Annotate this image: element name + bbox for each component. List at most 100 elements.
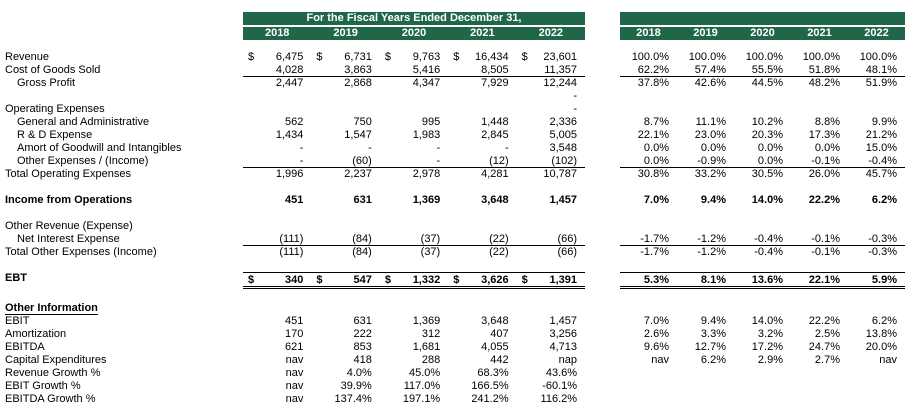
percent-cell-value: 0.0% — [757, 155, 783, 167]
percent-cell: 30.8% — [620, 168, 677, 181]
dollar-cell: 1,448 — [448, 116, 516, 129]
row-label-text: Gross Profit — [17, 77, 76, 89]
dollar-cell — [517, 259, 585, 272]
percent-cell: 33.2% — [677, 168, 734, 181]
percent-cell-value: 24.7% — [808, 341, 840, 353]
dollar-cell: nav — [243, 380, 311, 393]
percent-cell-value: 9.9% — [871, 116, 897, 128]
percent-cell — [620, 302, 677, 315]
dollar-cell: $16,434 — [448, 51, 516, 64]
dollar-cell-value: 4,028 — [275, 64, 304, 76]
dollar-cell: -60.1% — [517, 380, 585, 393]
table-row: EBIT Growth % nav 39.9% 117.0% 166.5% -60.1% — [0, 380, 911, 393]
dollar-cell-value: (22) — [489, 246, 509, 258]
dollar-cell: 1,369 — [380, 194, 448, 207]
percent-cell-value: 9.4% — [700, 194, 726, 206]
table-row — [0, 207, 911, 220]
dollar-cell-value: nav — [285, 367, 304, 379]
table-row: R & D Expense 1,434 1,547 1,983 2,845 5,005 22… — [0, 129, 911, 142]
row-label: Total Operating Expenses — [0, 168, 243, 181]
percent-block: 37.8% 42.6% 44.5% 48.2% 51.9% — [620, 77, 905, 90]
year-headers-percent-block: 2018 2019 2020 2021 2022 — [620, 27, 905, 40]
percent-cell: -1.7% — [620, 246, 677, 259]
dollar-cell-value: 3,626 — [481, 274, 509, 286]
dollar-cell-value: - — [368, 142, 372, 154]
percent-cell: 0.0% — [734, 155, 791, 167]
dollar-cell: 442 — [448, 354, 516, 367]
percent-cell-value: -1.7% — [640, 233, 669, 245]
row-label: Cost of Goods Sold — [0, 64, 243, 77]
dollar-cell-value: - — [573, 90, 578, 102]
row-label: EBIT Growth % — [0, 380, 243, 393]
dollar-cell — [448, 103, 516, 116]
percent-cell — [734, 181, 791, 194]
percent-cell-value: -0.3% — [868, 233, 897, 245]
percent-cell — [620, 207, 677, 220]
dollar-cell-value: 4,281 — [481, 168, 509, 180]
dollar-cell: 4,055 — [448, 341, 516, 354]
dollar-cell — [243, 289, 311, 302]
dollar-cell-value: 4.0% — [346, 367, 372, 379]
dollar-cell: 197.1% — [380, 393, 448, 406]
percent-cell-value: 14.0% — [751, 194, 783, 206]
dollar-cell-value: -60.1% — [542, 380, 578, 392]
dollar-cell: 43.6% — [517, 367, 585, 380]
row-label — [0, 90, 243, 103]
currency-symbol: $ — [316, 51, 323, 63]
percent-cell-value: 30.5% — [751, 168, 783, 180]
percent-cell — [734, 380, 791, 393]
dollar-cell-value: 442 — [490, 354, 509, 366]
percent-block: 7.0% 9.4% 14.0% 22.2% 6.2% — [620, 194, 905, 207]
percent-cell-value: 6.2% — [871, 194, 897, 206]
percent-cell-value: 23.0% — [694, 129, 726, 141]
percent-cell: 22.2% — [791, 315, 848, 328]
percent-cell: 15.0% — [848, 142, 905, 155]
percent-cell — [620, 90, 677, 103]
row-label-text: Amortization — [5, 328, 67, 340]
table-row: Capital Expenditures nav 418 288 442 nap nav 6.… — [0, 354, 911, 367]
row-label: Total Other Expenses (Income) — [0, 246, 243, 259]
row-label: Capital Expenditures — [0, 354, 243, 367]
percent-block — [620, 380, 905, 393]
dollar-cell-value: - — [436, 155, 441, 167]
percent-cell: 5.3% — [620, 274, 677, 286]
dollar-cell: (60) — [311, 155, 379, 167]
year-header: 2021 — [807, 27, 832, 39]
percent-cell: 20.3% — [734, 129, 791, 142]
percent-cell: -1.2% — [677, 246, 734, 259]
percent-cell — [620, 380, 677, 393]
dollar-cell-value: nav — [285, 354, 304, 366]
table-row: - — [0, 90, 911, 103]
percent-cell-value: 13.6% — [751, 274, 783, 286]
percent-cell — [734, 103, 791, 116]
dollar-cell-value: 4,055 — [481, 341, 509, 353]
row-label-text: EBIT Growth % — [5, 380, 81, 392]
percent-cell-value: 9.6% — [643, 341, 669, 353]
percent-cell: 24.7% — [791, 341, 848, 354]
dollar-cell-value: 407 — [490, 328, 509, 340]
dollar-cell: $6,731 — [311, 51, 379, 64]
dollar-cell — [311, 259, 379, 272]
dollar-cell-value: 1,457 — [549, 315, 578, 327]
percent-cell: 7.0% — [620, 315, 677, 328]
percent-cell-value: 8.8% — [814, 116, 840, 128]
percent-cell: 62.2% — [620, 64, 677, 76]
percent-block — [620, 367, 905, 380]
percent-cell: 2.9% — [734, 354, 791, 367]
row-label-text: EBIT — [5, 315, 30, 327]
dollar-cell — [311, 289, 379, 302]
row-label-text: Net Interest Expense — [17, 233, 120, 245]
dollar-cell: 45.0% — [380, 367, 448, 380]
percent-cell — [848, 207, 905, 220]
dollar-block: - — [243, 90, 585, 103]
percent-cell-value: 0.0% — [643, 155, 669, 167]
table-row: Total Other Expenses (Income) (111) (84) (3… — [0, 246, 911, 259]
dollar-block: 170 222 312 407 3,256 — [243, 328, 585, 341]
percent-cell: 0.0% — [620, 142, 677, 155]
percent-cell — [848, 380, 905, 393]
dollar-cell-value: 6,731 — [344, 51, 372, 63]
percent-cell — [677, 207, 734, 220]
row-label-text: Revenue — [5, 51, 50, 63]
percent-cell-value: 51.9% — [865, 77, 897, 89]
